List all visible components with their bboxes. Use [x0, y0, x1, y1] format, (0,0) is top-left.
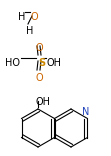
Text: O: O: [35, 43, 43, 53]
Text: HO: HO: [5, 58, 20, 68]
Text: H: H: [26, 26, 33, 36]
Text: N: N: [82, 107, 89, 117]
Text: S: S: [38, 58, 45, 68]
Text: OH: OH: [46, 58, 61, 68]
Text: H: H: [18, 12, 25, 22]
Text: OH: OH: [35, 97, 50, 107]
Text: O: O: [30, 12, 38, 22]
Text: O: O: [35, 73, 43, 83]
